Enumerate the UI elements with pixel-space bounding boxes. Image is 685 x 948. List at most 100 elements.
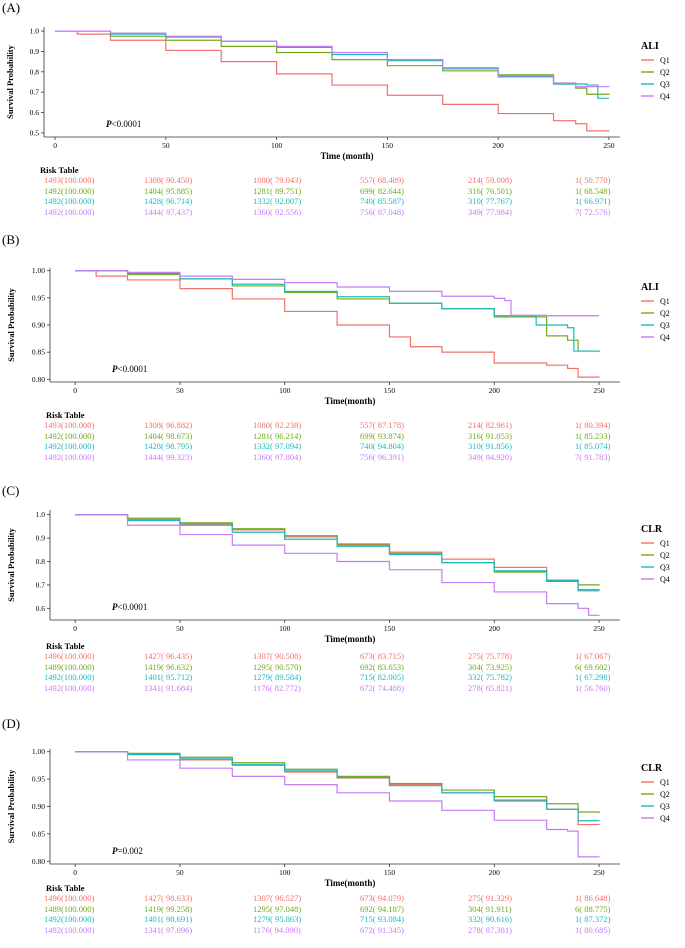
y-tick-label: 0.80: [32, 375, 45, 384]
risk-cell: 1444( 97.437): [144, 206, 193, 217]
y-tick-label: 0.80: [32, 857, 45, 866]
risk-cell: 699( 93.874): [360, 430, 404, 441]
y-tick-label: 0.5: [30, 128, 40, 137]
risk-cell: 1080( 92.238): [253, 420, 302, 430]
x-tick-label: 100: [279, 624, 291, 633]
survival-curve-q3: [75, 514, 600, 592]
x-tick-label: 200: [493, 141, 505, 150]
risk-cell: 672( 74.488): [360, 682, 404, 693]
x-tick-label: 0: [73, 868, 77, 877]
y-axis-label: Survival Probability: [6, 527, 16, 602]
x-tick-label: 150: [382, 141, 394, 150]
risk-cell: 1( 66.971): [575, 196, 611, 206]
risk-cell: 1307( 96.527): [253, 893, 302, 903]
x-tick-label: 0: [73, 386, 77, 395]
y-tick-label: 0.7: [36, 580, 46, 589]
risk-cell: 7( 72.576): [575, 206, 611, 217]
y-tick-label: 1.00: [32, 266, 45, 275]
y-tick-label: 0.85: [32, 348, 45, 357]
risk-cell: 1295( 90.570): [253, 661, 302, 672]
risk-cell: 214( 59.008): [468, 175, 512, 185]
risk-cell: 557( 68.489): [360, 175, 404, 185]
km-plot: 0.5 0.6 0.7 0.8 0.9 1.0 0 50 100 150 200 250 Surviva…: [5, 27, 670, 161]
km-plot: 0.6 0.7 0.8 0.9 1.0 0 50 100 150 200 250 Survival P…: [6, 510, 670, 644]
panel-label: (A): [2, 0, 21, 15]
risk-cell: 304( 73.925): [468, 661, 512, 672]
y-axis-label: Survival Probability: [6, 769, 16, 844]
risk-cell: 1444( 99.323): [144, 451, 193, 462]
legend-entry: Q4: [660, 333, 670, 342]
y-tick-label: 1.0: [36, 510, 46, 519]
risk-cell: 1( 80.394): [575, 420, 611, 430]
panel-label: (C): [2, 483, 20, 498]
risk-cell: 1404( 98.673): [144, 430, 193, 441]
risk-cell: 1492(100.000): [44, 914, 95, 924]
risk-table-title: Risk Table: [46, 641, 85, 651]
risk-cell: 1307( 90.508): [253, 651, 302, 661]
p-value: P<0.0001: [112, 364, 147, 374]
p-value: P<0.0001: [112, 602, 147, 612]
x-tick-label: 200: [489, 868, 501, 877]
x-tick-label: 150: [384, 386, 396, 395]
risk-cell: 1( 67.298): [575, 672, 611, 682]
risk-table-title: Risk Table: [46, 410, 85, 420]
x-tick-label: 250: [603, 141, 615, 150]
risk-cell: 275( 91.329): [468, 893, 512, 903]
panel-label: (D): [2, 716, 21, 731]
risk-cell: 1492(100.000): [44, 206, 95, 217]
y-tick-label: 0.8: [30, 67, 40, 76]
risk-cell: 1176( 94.090): [253, 924, 301, 935]
risk-cell: 692( 83.653): [360, 661, 404, 672]
x-tick-label: 50: [162, 141, 170, 150]
risk-cell: 1341( 91.684): [144, 682, 193, 693]
x-axis-label: Time (month): [320, 151, 373, 161]
y-tick-label: 0.90: [32, 321, 45, 330]
survival-curve-q4: [75, 270, 600, 317]
x-tick-label: 150: [384, 868, 396, 877]
risk-cell: 756( 96.391): [360, 451, 404, 462]
risk-cell: 1427( 96.435): [144, 651, 193, 661]
risk-cell: 1492(100.000): [44, 196, 95, 206]
risk-cell: 1308( 90.450): [144, 175, 193, 185]
legend-title: ALI: [641, 282, 659, 293]
risk-cell: 1427( 98.633): [144, 893, 193, 903]
risk-cell: 740( 94.804): [360, 441, 404, 451]
km-panel: (B) 0.80 0.85 0.90 0.95 1.00 0 50 100 150 200 250 Su…: [0, 232, 685, 464]
risk-cell: 6( 69.602): [575, 661, 611, 672]
risk-cell: 1360( 92.556): [253, 206, 302, 217]
legend-entry: Q2: [660, 790, 670, 799]
x-tick-label: 50: [176, 624, 184, 633]
y-tick-label: 0.6: [36, 604, 46, 613]
legend-entry: Q4: [660, 575, 670, 584]
x-tick-label: 250: [593, 624, 605, 633]
x-tick-label: 50: [176, 868, 184, 877]
risk-cell: 1419( 96.632): [144, 661, 193, 672]
x-tick-label: 150: [384, 624, 396, 633]
risk-cell: 1( 80.685): [575, 924, 611, 935]
risk-cell: 1496(100.000): [44, 893, 95, 903]
risk-cell: 1281( 96.214): [253, 430, 302, 441]
risk-cell: 1492(100.000): [44, 451, 95, 462]
legend-entry: Q1: [660, 297, 670, 306]
legend-entry: Q4: [660, 92, 670, 101]
risk-cell: 1279( 89.584): [253, 672, 302, 682]
y-tick-label: 0.9: [30, 47, 40, 56]
risk-cell: 1428( 96.714): [144, 196, 193, 206]
survival-curve-q4: [55, 30, 610, 88]
risk-table-title: Risk Table: [46, 883, 85, 893]
km-panel: (A) 0.5 0.6 0.7 0.8 0.9 1.0 0 50 100 150 200 250 Surv…: [0, 0, 685, 232]
risk-cell: 1492(100.000): [44, 672, 95, 682]
risk-cell: 672( 91.345): [360, 924, 404, 935]
risk-cell: 1492(100.000): [44, 682, 95, 693]
risk-cell: 1493(100.000): [44, 175, 95, 185]
y-tick-label: 0.7: [30, 88, 40, 97]
risk-cell: 278( 65.821): [468, 682, 512, 693]
risk-cell: 1493(100.000): [44, 420, 95, 430]
risk-cell: 1419( 99.258): [144, 903, 193, 914]
legend-entry: Q3: [660, 321, 670, 330]
risk-cell: 1080( 79.043): [253, 175, 302, 185]
risk-cell: 1279( 95.863): [253, 914, 302, 924]
risk-cell: 1295( 97.048): [253, 903, 302, 914]
km-panel: (D) 0.80 0.85 0.90 0.95 1.00 0 50 100 150 200 250 Su…: [0, 716, 685, 948]
risk-cell: 673( 94.079): [360, 893, 404, 903]
